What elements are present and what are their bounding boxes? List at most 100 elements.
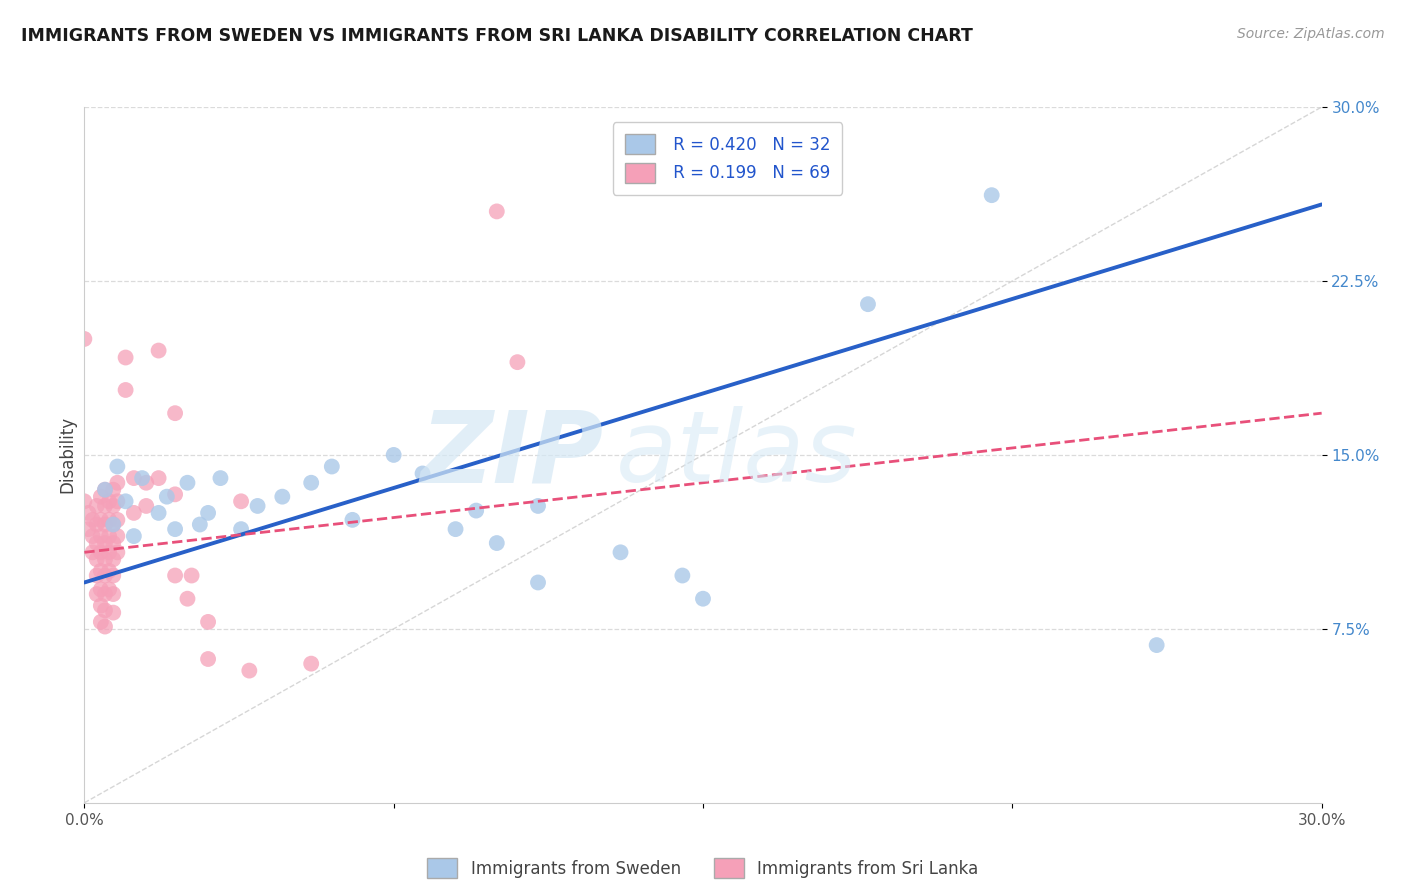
- Point: [103, 483, 125, 497]
- Point: [94, 499, 117, 513]
- Point: [238, 664, 260, 678]
- Point: [165, 406, 187, 420]
- Point: [197, 615, 219, 629]
- Point: [94, 536, 117, 550]
- Point: [197, 506, 219, 520]
- Point: [527, 499, 550, 513]
- Point: [103, 517, 125, 532]
- Point: [103, 606, 125, 620]
- Point: [165, 522, 187, 536]
- Point: [103, 552, 125, 566]
- Point: [465, 503, 488, 517]
- Y-axis label: Disability: Disability: [58, 417, 76, 493]
- Point: [197, 652, 219, 666]
- Point: [98, 545, 121, 559]
- Point: [86, 536, 108, 550]
- Point: [98, 513, 121, 527]
- Point: [856, 297, 879, 311]
- Point: [105, 529, 128, 543]
- Point: [90, 513, 112, 527]
- Point: [176, 591, 198, 606]
- Point: [412, 467, 434, 481]
- Text: atlas: atlas: [616, 407, 858, 503]
- Point: [299, 475, 322, 490]
- Point: [77, 506, 100, 520]
- Point: [114, 383, 136, 397]
- Point: [1146, 638, 1168, 652]
- Point: [94, 517, 117, 532]
- Point: [176, 475, 198, 490]
- Point: [94, 483, 117, 497]
- Point: [94, 587, 117, 601]
- Point: [86, 499, 108, 513]
- Text: ZIP: ZIP: [420, 407, 605, 503]
- Point: [671, 568, 693, 582]
- Point: [103, 536, 125, 550]
- Point: [122, 471, 145, 485]
- Text: Source: ZipAtlas.com: Source: ZipAtlas.com: [1237, 27, 1385, 41]
- Point: [105, 459, 128, 474]
- Point: [692, 591, 714, 606]
- Point: [135, 475, 157, 490]
- Point: [114, 494, 136, 508]
- Point: [94, 603, 117, 617]
- Point: [90, 564, 112, 578]
- Point: [98, 494, 121, 508]
- Point: [73, 332, 96, 346]
- Point: [148, 343, 170, 358]
- Point: [98, 564, 121, 578]
- Point: [105, 494, 128, 508]
- Point: [105, 513, 128, 527]
- Point: [122, 529, 145, 543]
- Point: [246, 499, 269, 513]
- Point: [156, 490, 179, 504]
- Point: [90, 599, 112, 613]
- Point: [135, 499, 157, 513]
- Point: [122, 506, 145, 520]
- Legend: Immigrants from Sweden, Immigrants from Sri Lanka: Immigrants from Sweden, Immigrants from …: [420, 851, 986, 885]
- Point: [609, 545, 631, 559]
- Point: [485, 204, 508, 219]
- Point: [82, 545, 104, 559]
- Point: [105, 545, 128, 559]
- Point: [165, 487, 187, 501]
- Point: [77, 522, 100, 536]
- Point: [105, 475, 128, 490]
- Point: [90, 490, 112, 504]
- Point: [98, 529, 121, 543]
- Point: [229, 522, 252, 536]
- Point: [86, 568, 108, 582]
- Point: [103, 568, 125, 582]
- Point: [103, 499, 125, 513]
- Point: [165, 568, 187, 582]
- Point: [90, 529, 112, 543]
- Point: [94, 483, 117, 497]
- Point: [506, 355, 529, 369]
- Point: [321, 459, 343, 474]
- Point: [94, 568, 117, 582]
- Point: [98, 582, 121, 597]
- Point: [148, 471, 170, 485]
- Point: [382, 448, 405, 462]
- Text: IMMIGRANTS FROM SWEDEN VS IMMIGRANTS FROM SRI LANKA DISABILITY CORRELATION CHART: IMMIGRANTS FROM SWEDEN VS IMMIGRANTS FRO…: [21, 27, 973, 45]
- Point: [148, 506, 170, 520]
- Point: [103, 517, 125, 532]
- Point: [90, 545, 112, 559]
- Point: [485, 536, 508, 550]
- Point: [86, 517, 108, 532]
- Point: [82, 513, 104, 527]
- Point: [86, 552, 108, 566]
- Point: [90, 582, 112, 597]
- Point: [82, 529, 104, 543]
- Point: [131, 471, 153, 485]
- Point: [114, 351, 136, 365]
- Point: [86, 587, 108, 601]
- Point: [527, 575, 550, 590]
- Point: [188, 517, 211, 532]
- Point: [73, 494, 96, 508]
- Point: [209, 471, 232, 485]
- Point: [103, 587, 125, 601]
- Point: [94, 619, 117, 633]
- Point: [271, 490, 294, 504]
- Point: [299, 657, 322, 671]
